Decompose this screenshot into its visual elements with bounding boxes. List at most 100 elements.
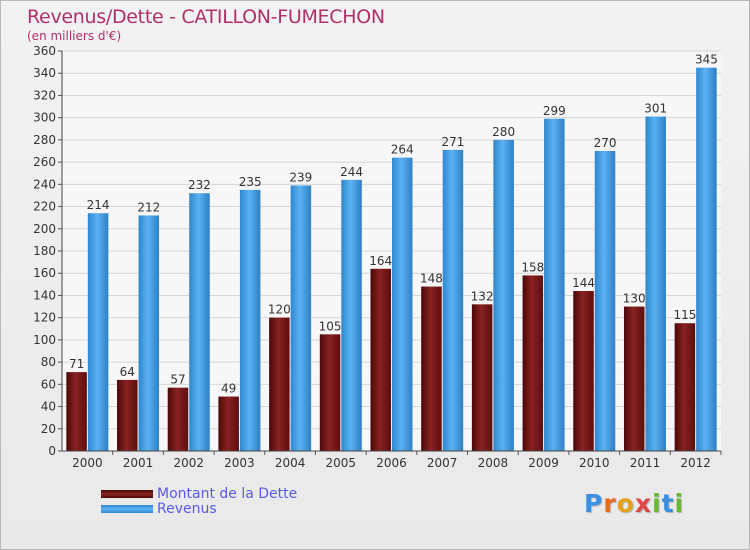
chart-subtitle: (en milliers d'€) bbox=[27, 29, 122, 43]
bars-group: 71 214 64 212 57 232 49 235 120 239 105 244 164 264 14… bbox=[66, 53, 718, 452]
bar-debt bbox=[573, 291, 594, 451]
x-tick-label: 2003 bbox=[224, 456, 255, 470]
bar-debt bbox=[370, 268, 391, 451]
data-label-debt: 158 bbox=[521, 260, 544, 274]
y-tick-label: 240 bbox=[33, 177, 56, 191]
logo-letter: t bbox=[661, 489, 675, 518]
y-tick-label: 220 bbox=[33, 200, 56, 214]
x-tick-label: 2002 bbox=[173, 456, 204, 470]
y-tick-label: 20 bbox=[41, 422, 56, 436]
bar-debt bbox=[269, 317, 290, 451]
y-tick-label: 280 bbox=[33, 133, 56, 147]
data-label-revenue: 212 bbox=[137, 200, 160, 214]
axes bbox=[61, 51, 721, 452]
data-label-debt: 120 bbox=[268, 303, 291, 317]
y-tick-label: 260 bbox=[33, 155, 56, 169]
logo-letter: P bbox=[584, 489, 604, 518]
x-axis-ticks: 2000 2001 2002 2003 2004 2005 2006 2007 2008 2009… bbox=[72, 451, 722, 470]
logo-letter: i bbox=[652, 489, 662, 518]
bar-debt bbox=[522, 275, 544, 451]
y-tick-label: 0 bbox=[48, 444, 56, 458]
y-tick-label: 120 bbox=[33, 311, 56, 325]
data-label-revenue: 232 bbox=[188, 178, 211, 192]
bar-debt bbox=[218, 396, 239, 451]
x-tick-label: 2001 bbox=[123, 456, 154, 470]
data-label-revenue: 301 bbox=[644, 102, 667, 116]
proxiti-logo: Proxiti bbox=[584, 489, 684, 518]
bar-revenue bbox=[189, 193, 210, 451]
data-label-revenue: 280 bbox=[492, 125, 515, 139]
x-tick-label: 2007 bbox=[427, 456, 458, 470]
bar-revenue bbox=[341, 179, 362, 451]
x-tick-label: 2010 bbox=[579, 456, 610, 470]
bar-debt bbox=[117, 379, 138, 451]
bar-debt bbox=[471, 304, 493, 451]
y-tick-label: 340 bbox=[33, 66, 56, 80]
data-label-debt: 132 bbox=[471, 289, 494, 303]
bar-revenue bbox=[493, 139, 514, 451]
y-tick-label: 100 bbox=[33, 333, 56, 347]
data-label-revenue: 235 bbox=[239, 175, 262, 189]
data-label-debt: 130 bbox=[623, 292, 646, 306]
logo-letter: o bbox=[616, 489, 635, 518]
logo-letter: i bbox=[674, 489, 685, 518]
y-tick-label: 180 bbox=[33, 244, 56, 258]
legend-swatch-debt bbox=[101, 490, 153, 498]
data-label-debt: 71 bbox=[69, 357, 84, 371]
bar-revenue bbox=[290, 185, 312, 451]
bar-revenue bbox=[594, 151, 616, 451]
data-label-revenue: 244 bbox=[340, 165, 363, 179]
chart-title: Revenus/Dette - CATILLON-FUMECHON bbox=[27, 6, 385, 28]
data-label-debt: 57 bbox=[170, 373, 185, 387]
data-label-revenue: 239 bbox=[289, 170, 312, 184]
data-label-revenue: 270 bbox=[594, 136, 617, 150]
data-label-debt: 115 bbox=[673, 308, 696, 322]
bar-debt bbox=[66, 372, 87, 451]
x-tick-label: 2011 bbox=[630, 456, 661, 470]
x-tick-label: 2012 bbox=[680, 456, 711, 470]
bar-revenue bbox=[87, 213, 109, 451]
y-tick-label: 160 bbox=[33, 266, 56, 280]
data-label-debt: 64 bbox=[120, 365, 135, 379]
x-tick-label: 2006 bbox=[376, 456, 407, 470]
bar-revenue bbox=[544, 118, 565, 452]
bar-revenue bbox=[138, 215, 160, 451]
x-tick-label: 2000 bbox=[72, 456, 103, 470]
data-label-debt: 164 bbox=[369, 254, 392, 268]
data-label-debt: 49 bbox=[221, 382, 236, 396]
y-tick-label: 140 bbox=[33, 288, 56, 302]
data-label-revenue: 214 bbox=[87, 198, 110, 212]
y-axis-ticks: 0 20 40 60 80 100 120 140 160 180 200 220 240 260 280 3… bbox=[33, 44, 62, 458]
x-tick-label: 2009 bbox=[528, 456, 559, 470]
data-label-debt: 105 bbox=[319, 319, 342, 333]
data-label-revenue: 345 bbox=[695, 53, 718, 67]
data-label-debt: 148 bbox=[420, 272, 443, 286]
y-tick-label: 320 bbox=[33, 88, 56, 102]
bar-revenue bbox=[442, 149, 464, 451]
data-label-revenue: 271 bbox=[441, 135, 464, 149]
bar-debt bbox=[319, 334, 341, 451]
bar-debt bbox=[674, 323, 696, 451]
bar-debt bbox=[167, 387, 189, 451]
bar-revenue bbox=[645, 116, 666, 452]
y-tick-label: 40 bbox=[41, 400, 56, 414]
data-label-revenue: 264 bbox=[391, 143, 414, 157]
logo-letter: r bbox=[603, 489, 617, 518]
legend-swatch-revenue bbox=[101, 505, 153, 513]
x-tick-label: 2008 bbox=[478, 456, 509, 470]
y-tick-label: 80 bbox=[41, 355, 56, 369]
logo-letter: x bbox=[634, 489, 652, 518]
y-tick-label: 200 bbox=[33, 222, 56, 236]
data-label-debt: 144 bbox=[572, 276, 595, 290]
bar-debt bbox=[421, 286, 442, 451]
bar-revenue bbox=[392, 157, 413, 451]
y-tick-label: 60 bbox=[41, 377, 56, 391]
y-tick-label: 300 bbox=[33, 111, 56, 125]
y-tick-label: 360 bbox=[33, 44, 56, 58]
bar-debt bbox=[623, 306, 645, 451]
bar-revenue bbox=[696, 67, 717, 452]
data-label-revenue: 299 bbox=[543, 104, 566, 118]
legend-label-debt: Montant de la Dette bbox=[157, 486, 298, 502]
